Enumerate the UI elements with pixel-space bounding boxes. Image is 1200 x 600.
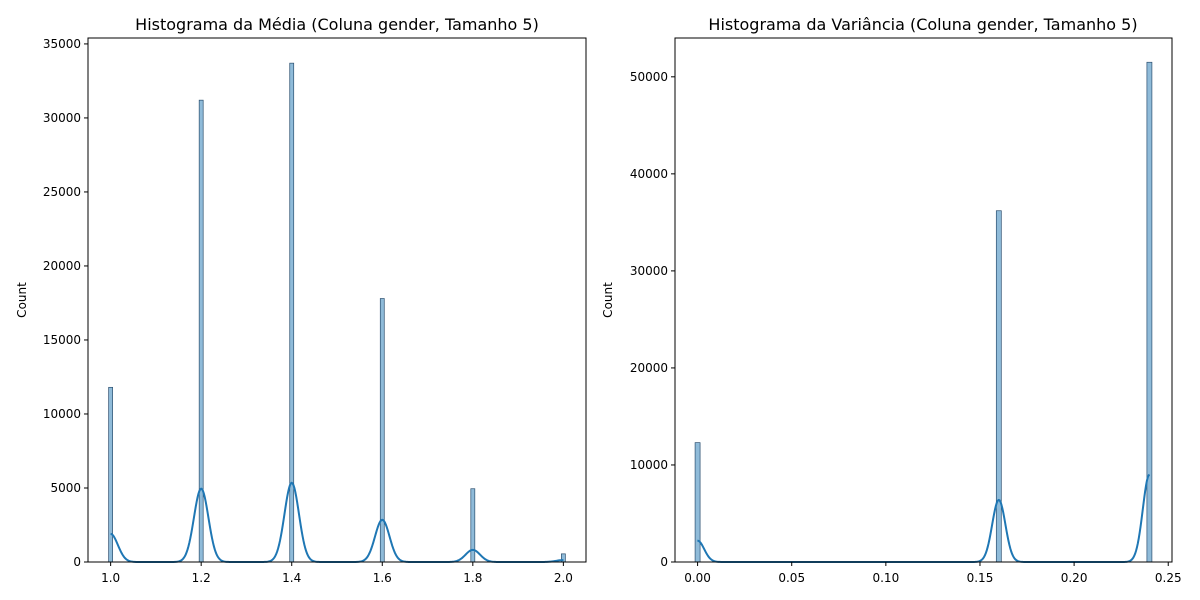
chart-mean-xtick-label-2: 1.4 <box>282 571 301 585</box>
chart-variance: Histograma da Variância (Coluna gender, … <box>601 15 1182 585</box>
chart-variance-ytick-label-5: 50000 <box>630 70 668 84</box>
chart-mean-ytick-label-2: 10000 <box>43 407 81 421</box>
chart-variance-bar-0 <box>694 442 701 563</box>
chart-variance-title: Histograma da Variância (Coluna gender, … <box>708 15 1137 34</box>
chart-variance-frame <box>674 37 1173 563</box>
chart-mean-ylabel: Count <box>15 282 29 318</box>
chart-mean-bar-3 <box>379 298 385 563</box>
chart-mean-ytick-label-1: 5000 <box>50 481 81 495</box>
chart-variance-ytick-label-2: 20000 <box>630 361 668 375</box>
chart-mean-ytick-label-0: 0 <box>73 555 81 569</box>
chart-variance-ytick-label-4: 40000 <box>630 167 668 181</box>
chart-mean-ytick-label-7: 35000 <box>43 37 81 51</box>
chart-variance-bar-1 <box>995 210 1002 563</box>
chart-mean-frame <box>87 37 587 563</box>
chart-variance-xtick-label-0: 0.00 <box>684 571 711 585</box>
chart-variance-bar-2 <box>1146 61 1153 563</box>
chart-variance-ytick-label-1: 10000 <box>630 458 668 472</box>
chart-variance-xtick-label-1: 0.05 <box>778 571 805 585</box>
chart-mean: Histograma da Média (Coluna gender, Tama… <box>15 15 587 585</box>
chart-mean-xtick-label-5: 2.0 <box>554 571 573 585</box>
chart-mean-ytick-label-5: 25000 <box>43 185 81 199</box>
chart-mean-xtick-label-4: 1.8 <box>463 571 482 585</box>
chart-variance-xtick-label-3: 0.15 <box>967 571 994 585</box>
chart-mean-xtick-label-0: 1.0 <box>101 571 120 585</box>
chart-variance-ytick-label-0: 0 <box>660 555 668 569</box>
chart-mean-ytick-label-3: 15000 <box>43 333 81 347</box>
chart-mean-xtick-label-1: 1.2 <box>192 571 211 585</box>
chart-variance-xtick-label-5: 0.25 <box>1155 571 1182 585</box>
chart-variance-xtick-label-2: 0.10 <box>872 571 899 585</box>
chart-variance-xtick-label-4: 0.20 <box>1061 571 1088 585</box>
chart-mean-ytick-label-6: 30000 <box>43 111 81 125</box>
chart-mean-xtick-label-3: 1.6 <box>373 571 392 585</box>
chart-mean-title: Histograma da Média (Coluna gender, Tama… <box>135 15 539 34</box>
chart-variance-ylabel: Count <box>601 282 615 318</box>
chart-mean-ytick-label-4: 20000 <box>43 259 81 273</box>
chart-variance-ytick-label-3: 30000 <box>630 264 668 278</box>
